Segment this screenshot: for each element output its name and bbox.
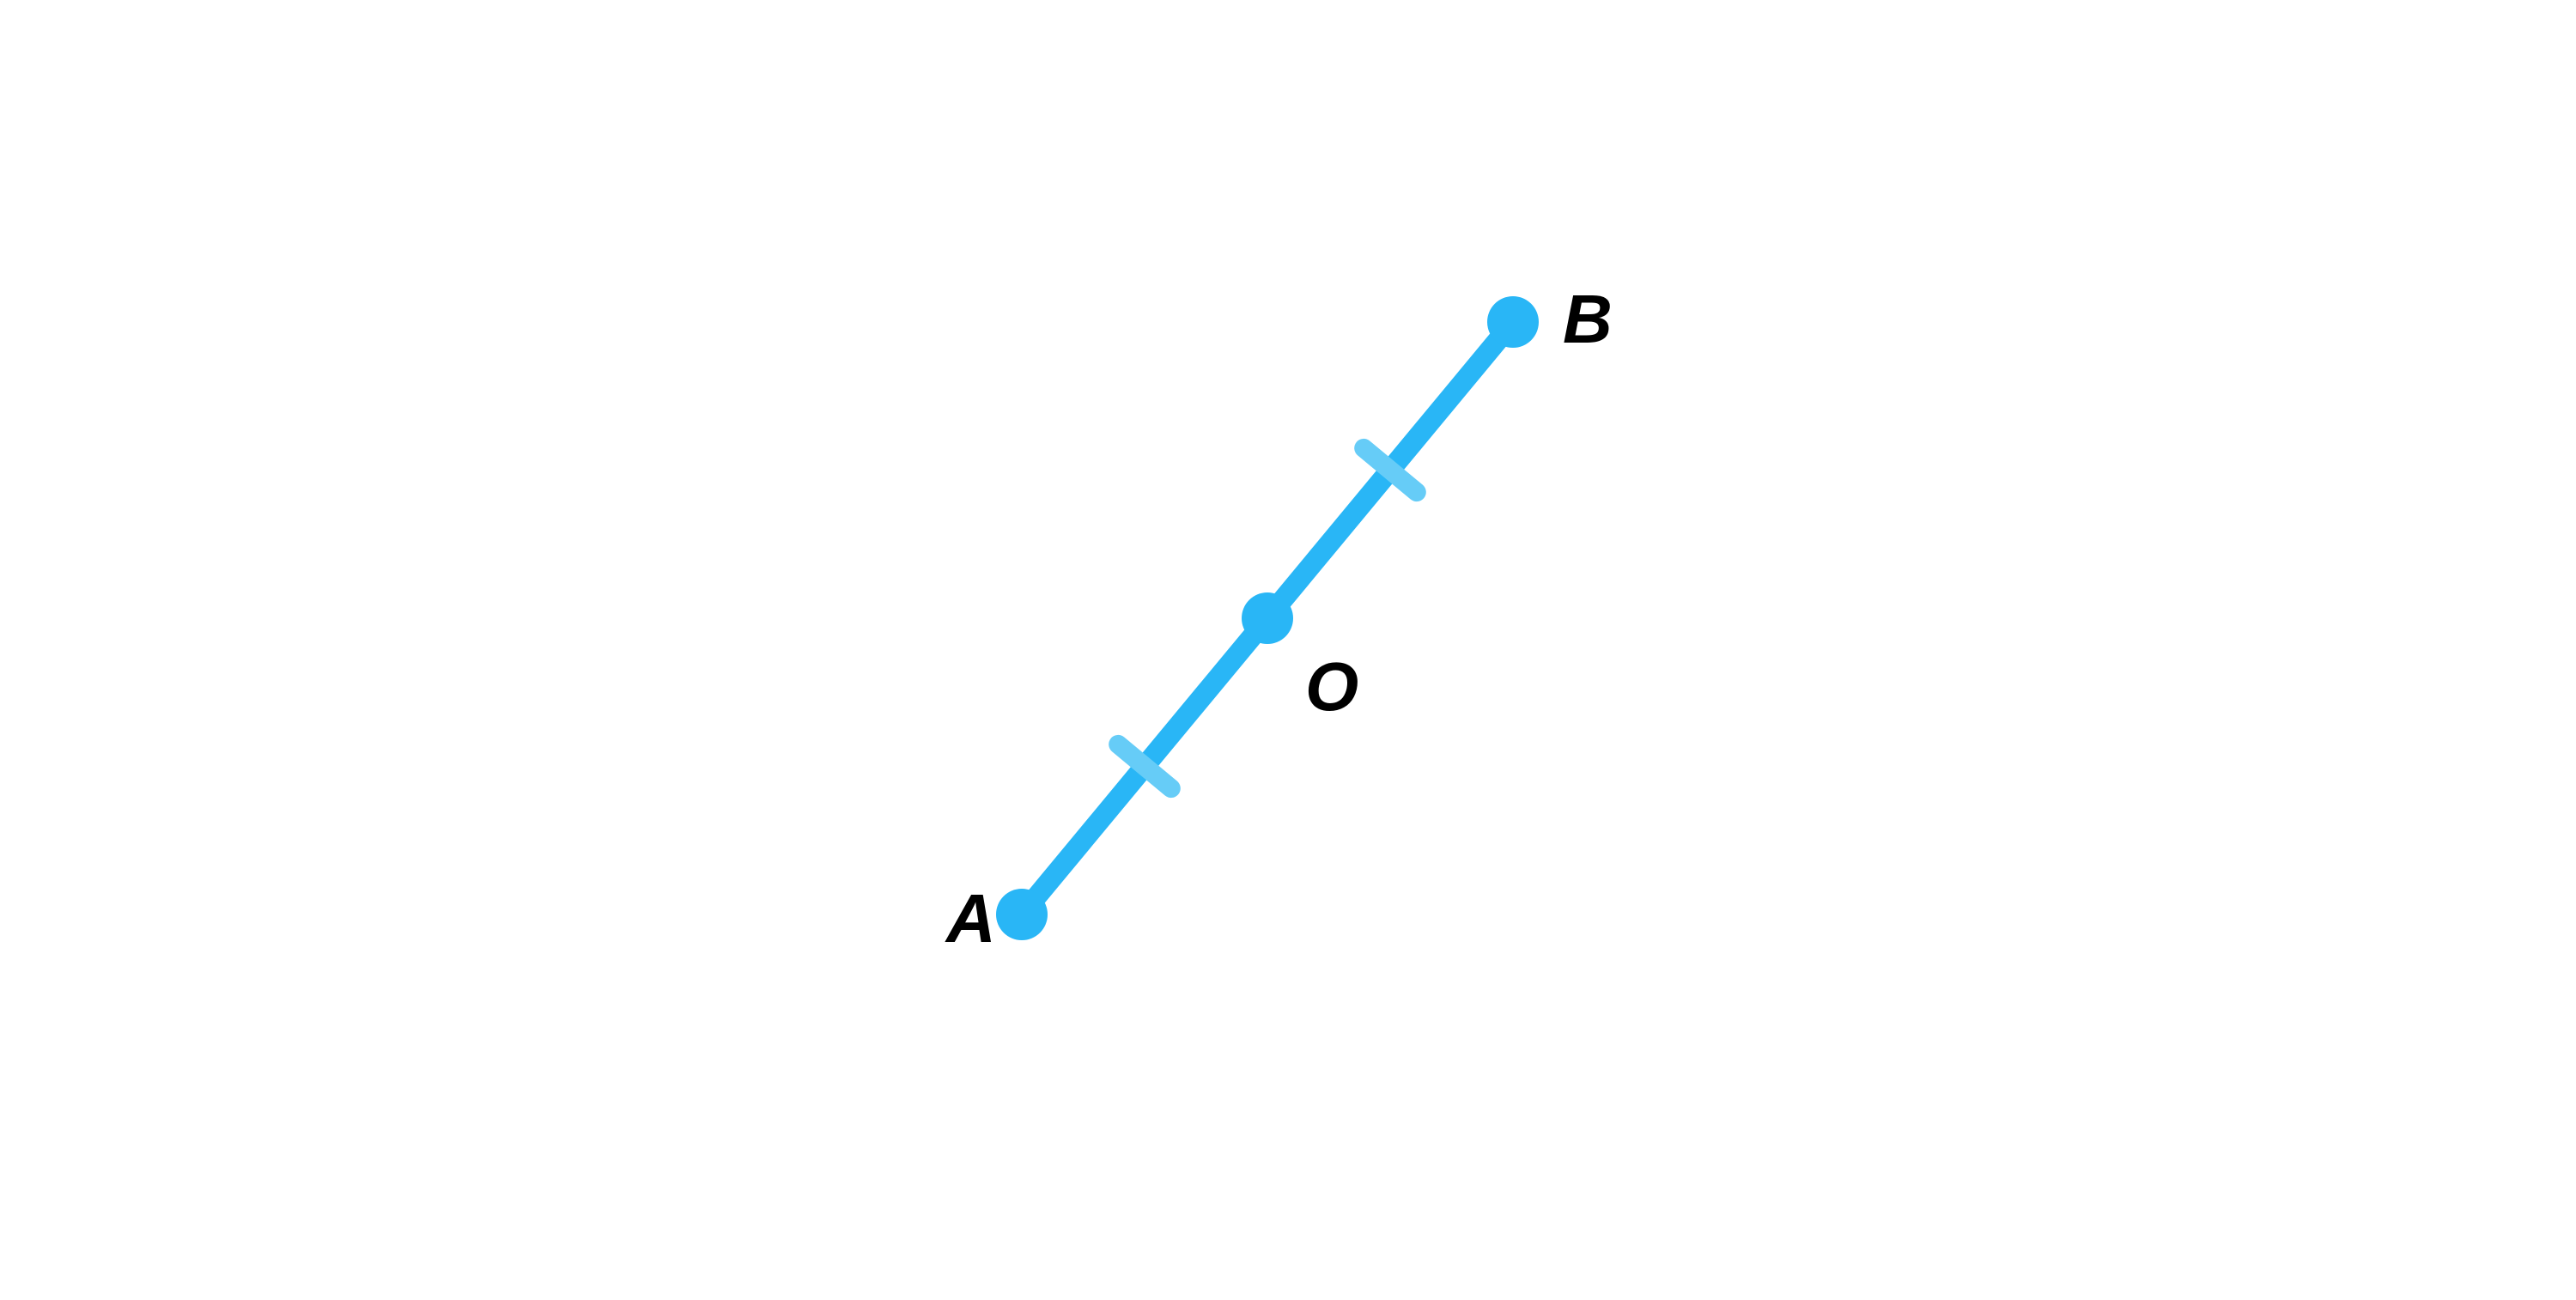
diagram-svg bbox=[0, 0, 2576, 1300]
point-o-dot bbox=[1242, 592, 1293, 644]
line-segment-diagram: A O B bbox=[0, 0, 2576, 1300]
label-o: O bbox=[1305, 653, 1358, 721]
label-a: A bbox=[946, 884, 996, 953]
point-b-dot bbox=[1487, 296, 1539, 348]
point-a-dot bbox=[996, 889, 1048, 940]
label-b: B bbox=[1563, 285, 1613, 354]
